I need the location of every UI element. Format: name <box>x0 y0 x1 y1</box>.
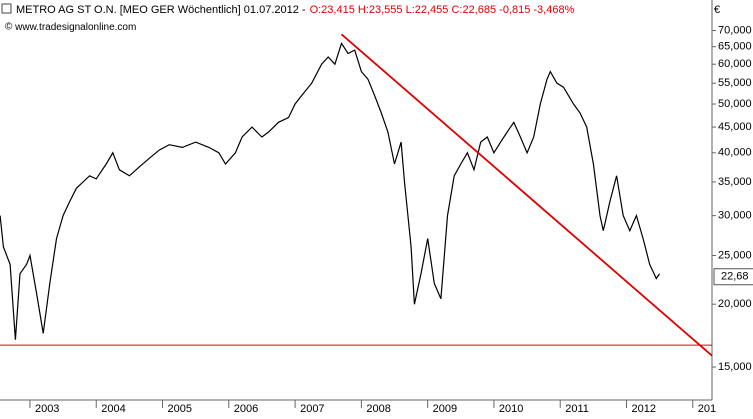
last-price-box <box>713 268 753 286</box>
y-tick-label: 20,000 <box>718 298 752 310</box>
x-tick-label: 2006 <box>234 403 258 415</box>
x-tick-label: 2010 <box>499 403 523 415</box>
y-tick-label: 15,000 <box>718 361 752 373</box>
x-tick-label: 2011 <box>565 403 589 415</box>
x-tick-label: 2008 <box>366 403 390 415</box>
x-tick-label: 2005 <box>168 403 192 415</box>
y-tick-label: 55,000 <box>718 77 752 89</box>
y-tick-label: 60,000 <box>718 58 752 70</box>
source: © www.tradesignalonline.com <box>5 22 136 33</box>
x-tick-label: 2004 <box>101 403 125 415</box>
chart-icon <box>1 3 12 14</box>
y-tick-label: 35,000 <box>718 176 752 188</box>
source-url: www.tradesignalonline.com <box>14 22 136 33</box>
y-unit: € <box>714 4 720 16</box>
x-tick-label: 2012 <box>631 403 655 415</box>
y-tick-label: 65,000 <box>718 41 752 53</box>
y-tick-label: 30,000 <box>718 210 752 222</box>
x-tick-label: 2007 <box>300 403 324 415</box>
price-line <box>0 42 661 340</box>
x-tick-label: 201 <box>698 403 716 415</box>
y-tick-label: 25,000 <box>718 249 752 261</box>
y-tick-label: 40,000 <box>718 147 752 159</box>
x-tick-label: 2009 <box>433 403 457 415</box>
chart-title: METRO AG ST O.N. [MEO GER Wöchentlich] 0… <box>16 4 306 16</box>
ohlc-text: O:23,415 H:23,555 L:22,455 C:22,685 -0,8… <box>310 4 575 16</box>
plot <box>0 33 712 357</box>
last-price-label: 22,68 <box>721 271 749 283</box>
y-tick-label: 45,000 <box>718 121 752 133</box>
trend-line <box>340 33 712 357</box>
y-tick-label: 70,000 <box>718 24 752 36</box>
x-tick-label: 2003 <box>35 403 59 415</box>
y-tick-label: 50,000 <box>718 98 752 110</box>
